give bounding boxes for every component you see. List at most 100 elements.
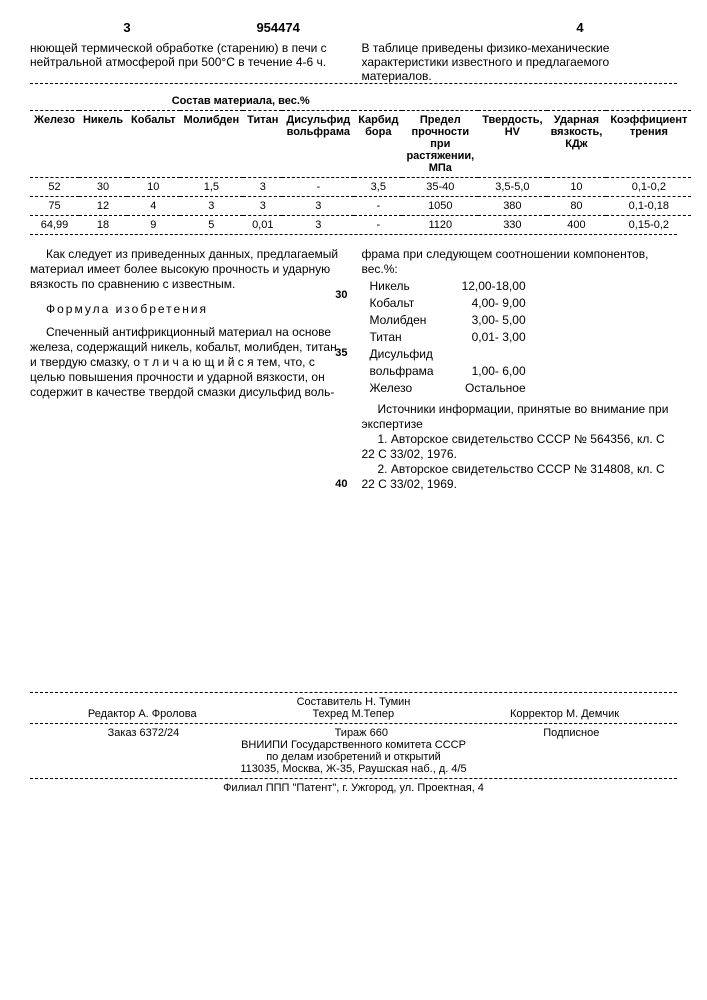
component-range: 3,00- 5,00 — [442, 313, 532, 328]
component-row: ЖелезоОстальное — [364, 381, 532, 396]
claim-paragraph: Спеченный антифрикционный материал на ос… — [30, 325, 346, 400]
editor: Редактор А. Фролова — [88, 708, 197, 720]
cell: 3 — [243, 178, 282, 197]
cell: 1,5 — [180, 178, 244, 197]
table-row: 52 30 10 1,5 3 - 3,5 35-40 3,5-5,0 10 0,… — [30, 178, 691, 197]
cell: 0,1-0,18 — [606, 197, 691, 216]
component-row: Титан0,01- 3,00 — [364, 330, 532, 345]
corrector: Корректор М. Демчик — [510, 708, 619, 720]
cell: 12 — [79, 197, 127, 216]
component-name: Железо — [364, 381, 440, 396]
org-line-1: ВНИИПИ Государственного комитета СССР — [30, 739, 677, 751]
source-2: 2. Авторское свидетельство СССР № 314808… — [362, 462, 678, 492]
cell: 0,15-0,2 — [606, 216, 691, 235]
component-name: Кобальт — [364, 296, 440, 311]
cell: - — [282, 178, 354, 197]
intro-columns: нюющей термической обработке (старению) … — [30, 41, 677, 83]
cell: 5 — [180, 216, 244, 235]
component-name: Дисульфид — [364, 347, 440, 362]
component-row: Дисульфид — [364, 347, 532, 362]
divider — [30, 778, 677, 779]
cell: 3 — [180, 197, 244, 216]
cell: 400 — [547, 216, 607, 235]
cell: - — [354, 216, 402, 235]
materials-table: Состав материала, вес.% Железо Никель Ко… — [30, 92, 691, 234]
line-marker-30: 30 — [335, 289, 347, 303]
order-row: Заказ 6372/24 Тираж 660 Подписное — [30, 727, 677, 739]
component-range: 12,00-18,00 — [442, 279, 532, 294]
tirazh: Тираж 660 — [335, 727, 388, 739]
cell: 0,1-0,2 — [606, 178, 691, 197]
col-iron: Железо — [30, 111, 79, 178]
page: 3 954474 4 нюющей термической обработке … — [0, 0, 707, 814]
component-row: Кобальт4,00- 9,00 — [364, 296, 532, 311]
credits-row: Редактор А. Фролова Техред М.Тепер Корре… — [30, 708, 677, 720]
cell: 3,5-5,0 — [478, 178, 546, 197]
order-number: Заказ 6372/24 — [108, 727, 180, 739]
table-header-row: Железо Никель Кобальт Молибден Титан Дис… — [30, 111, 691, 178]
intro-right: В таблице приведены физико-механические … — [362, 41, 678, 83]
cell: 1120 — [402, 216, 478, 235]
sources-title: Источники информации, принятые во вниман… — [362, 402, 678, 432]
cell: 64,99 — [30, 216, 79, 235]
source-1: 1. Авторское свидетельство СССР № 564356… — [362, 432, 678, 462]
cell: 18 — [79, 216, 127, 235]
cell: 3 — [243, 197, 282, 216]
col-boron-carbide: Карбид бора — [354, 111, 402, 178]
component-range: Остальное — [442, 381, 532, 396]
component-name: Молибден — [364, 313, 440, 328]
cell: 3 — [282, 197, 354, 216]
col-cobalt: Кобальт — [127, 111, 180, 178]
summary-paragraph: Как следует из приведенных данных, предл… — [30, 247, 346, 292]
page-header: 3 954474 4 — [30, 20, 677, 35]
table-row: 75 12 4 3 3 3 - 1050 380 80 0,1-0,18 — [30, 197, 691, 216]
patent-number: 954474 — [256, 20, 450, 35]
org-line-2: по делам изобретений и открытий — [30, 751, 677, 763]
cell: 0,01 — [243, 216, 282, 235]
component-row: Молибден3,00- 5,00 — [364, 313, 532, 328]
divider — [30, 692, 677, 693]
cell: 80 — [547, 197, 607, 216]
table-group-header: Состав материала, вес.% — [30, 92, 691, 111]
col-hardness: Твердость, HV — [478, 111, 546, 178]
line-marker-35: 35 — [335, 347, 347, 361]
techred: Техред М.Тепер — [313, 708, 395, 720]
page-number-right: 4 — [483, 20, 677, 35]
body-columns: Как следует из приведенных данных, предл… — [30, 247, 677, 492]
cell: 52 — [30, 178, 79, 197]
component-range — [442, 347, 532, 362]
address-line: 113035, Москва, Ж-35, Раушская наб., д. … — [30, 763, 677, 775]
cell: 3 — [282, 216, 354, 235]
podpisnoe: Подписное — [543, 727, 599, 739]
imprint-block: Составитель Н. Тумин Редактор А. Фролова… — [30, 692, 677, 794]
cell: 330 — [478, 216, 546, 235]
col-tensile: Предел прочности при растяжении, МПа — [402, 111, 478, 178]
line-marker-40: 40 — [335, 478, 347, 492]
cell: - — [354, 197, 402, 216]
component-range: 1,00- 6,00 — [442, 364, 532, 379]
component-name: вольфрама — [364, 364, 440, 379]
composition-group-label: Состав материала, вес.% — [79, 92, 403, 111]
cell: 30 — [79, 178, 127, 197]
branch-line: Филиал ППП "Патент", г. Ужгород, ул. Про… — [30, 782, 677, 794]
cell: 9 — [127, 216, 180, 235]
col-molybdenum: Молибден — [180, 111, 244, 178]
divider — [30, 723, 677, 724]
cell: 35-40 — [402, 178, 478, 197]
cell: 1050 — [402, 197, 478, 216]
materials-table-wrap: Состав материала, вес.% Железо Никель Ко… — [30, 83, 677, 235]
body-right-column: фрама при следующем соотношении компонен… — [362, 247, 678, 492]
component-name: Никель — [364, 279, 440, 294]
cell: 75 — [30, 197, 79, 216]
page-number-left: 3 — [30, 20, 224, 35]
col-toughness: Ударная вязкость, КДж — [547, 111, 607, 178]
intro-left: нюющей термической обработке (старению) … — [30, 41, 346, 83]
cell: 380 — [478, 197, 546, 216]
col-friction: Коэффициент трения — [606, 111, 691, 178]
component-range: 4,00- 9,00 — [442, 296, 532, 311]
compiler-line: Составитель Н. Тумин — [30, 696, 677, 708]
table-row: 64,99 18 9 5 0,01 3 - 1120 330 400 0,15-… — [30, 216, 691, 235]
cell: 10 — [127, 178, 180, 197]
components-table: Никель12,00-18,00 Кобальт4,00- 9,00 Моли… — [362, 277, 534, 398]
component-range: 0,01- 3,00 — [442, 330, 532, 345]
